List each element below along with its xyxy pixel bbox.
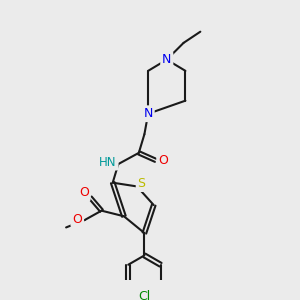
Text: O: O bbox=[72, 213, 82, 226]
Text: O: O bbox=[79, 187, 89, 200]
Text: N: N bbox=[143, 107, 153, 120]
Text: HN: HN bbox=[99, 156, 117, 169]
Text: N: N bbox=[162, 53, 172, 66]
Text: O: O bbox=[158, 154, 168, 167]
Text: S: S bbox=[138, 177, 146, 190]
Text: Cl: Cl bbox=[138, 290, 151, 300]
